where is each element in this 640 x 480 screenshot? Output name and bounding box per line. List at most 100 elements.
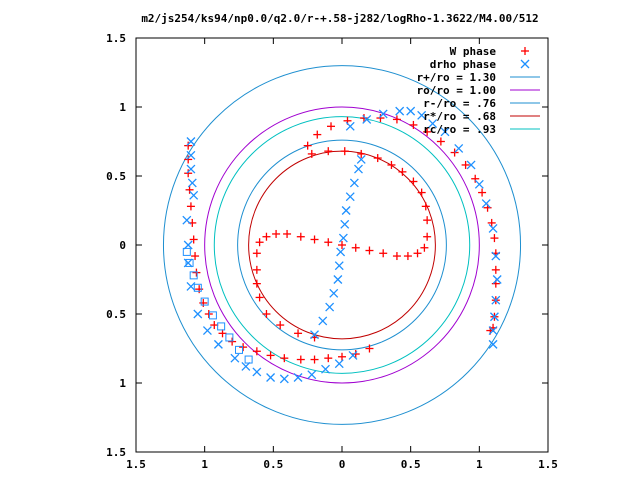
data-point [183,240,193,250]
data-point [183,258,193,268]
data-point [336,247,346,257]
data-point [239,343,248,352]
data-point [338,352,346,361]
marker-d2 [230,353,240,363]
marker-d2 [520,59,530,69]
data-point [307,149,316,158]
data-point [409,120,418,129]
data-point [373,154,382,163]
marker-d2 [354,164,363,174]
data-point [266,351,275,360]
data-point [293,373,303,382]
data-point [186,137,196,146]
y-tick-label: 0.5 [106,308,126,321]
data-point [365,344,374,353]
marker-d2 [489,312,499,322]
data-point [471,174,480,183]
data-point [376,114,385,123]
data-point [327,122,336,131]
y-tick-label: 1.5 [106,32,126,45]
data-point [189,235,198,244]
data-point [409,177,418,186]
data-point [362,114,372,124]
data-point [199,298,208,307]
series-0 [184,114,500,364]
data-point [474,179,484,189]
data-point [276,321,285,330]
data-point [324,238,333,247]
circle-4 [213,116,471,374]
marker-d2 [193,309,203,319]
data-point [338,241,346,249]
marker-d2 [345,121,355,131]
x-tick-label: 1.5 [538,458,558,471]
data-point [280,354,289,363]
y-tick-label: 0.5 [106,170,126,183]
data-point [356,154,366,164]
y-tick-label: 1 [119,101,126,114]
data-point [186,164,196,174]
data-point [413,249,422,258]
data-point [252,367,262,377]
data-point [395,106,405,116]
data-point [365,246,374,255]
data-point [252,265,261,274]
data-point [325,302,335,312]
marker-d2 [417,110,427,120]
marker-d2 [466,160,476,170]
data-point [218,329,227,338]
data-point [378,109,388,119]
data-point [200,297,209,306]
marker-d2 [186,164,196,174]
data-point [461,160,470,169]
data-point [204,310,213,318]
marker-d2 [334,261,344,271]
marker-d2 [183,240,193,250]
data-point [255,293,264,302]
marker-d2 [454,143,464,153]
marker-d2 [293,373,303,382]
x-tick-label: 1 [476,458,483,471]
data-point [296,232,305,241]
marker-d2 [340,219,350,229]
data-point [428,119,438,129]
legend-label: W phase [450,45,497,58]
data-point [488,326,498,336]
marker-d2 [349,178,359,188]
data-point [230,353,240,363]
data-point [272,229,281,238]
marker-d2 [481,199,491,209]
data-point [392,115,401,124]
data-point [491,295,501,305]
data-point [491,251,501,261]
circle-2 [237,139,447,351]
data-point [294,329,303,338]
marker-d2 [345,192,355,202]
marker-d2 [241,361,251,371]
data-point [185,258,194,267]
data-point [182,215,192,225]
data-point [187,178,197,188]
data-point [345,192,355,202]
legend-label: ro/ro = 1.00 [417,84,496,97]
data-point [210,321,219,330]
data-point [481,199,491,209]
data-point [450,148,459,157]
points-layer [182,106,502,384]
data-point [478,188,487,197]
data-point [186,281,196,291]
data-point [217,322,226,331]
marker-d2 [440,127,450,137]
data-point [406,106,416,116]
x-tick-label: 1 [201,458,208,471]
marker-d2 [474,179,484,189]
data-point [262,310,271,318]
marker-d2 [338,233,348,243]
data-point [334,359,344,369]
data-point [186,150,196,160]
data-point [345,121,355,131]
data-point [193,309,203,319]
data-point [213,339,223,349]
